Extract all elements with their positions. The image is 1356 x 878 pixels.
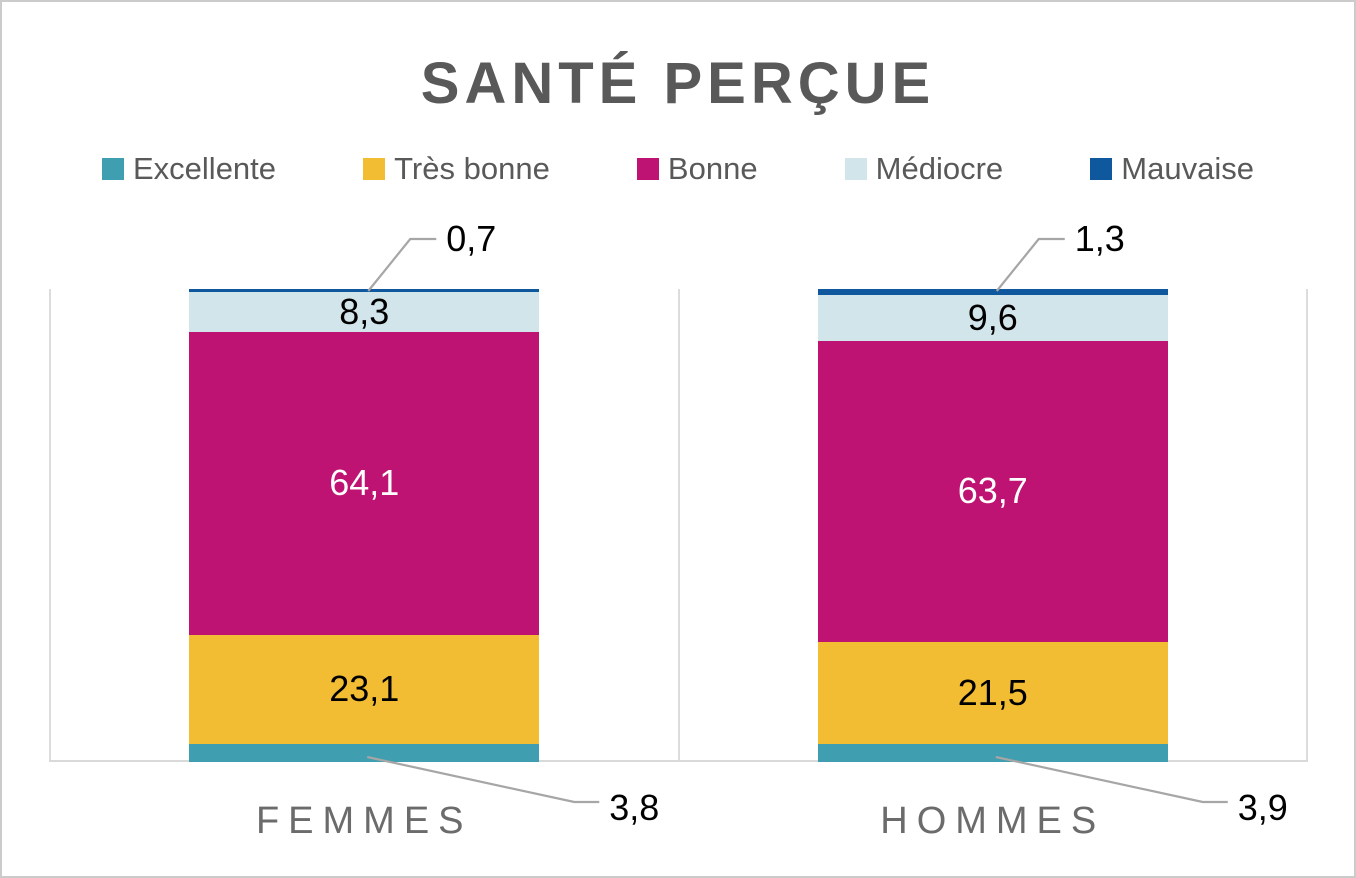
legend-item-mediocre: Médiocre — [844, 151, 1004, 187]
legend-label: Médiocre — [875, 151, 1004, 186]
legend-label: Mauvaise — [1121, 151, 1254, 186]
data-label-bonne-femmes: 64,1 — [329, 462, 400, 504]
bar-segment-mediocre-hommes: 9,6 — [817, 295, 1168, 341]
callout-label-excellente-hommes: 3,9 — [1237, 787, 1288, 828]
gridline-left — [49, 289, 51, 762]
bar-segment-bonne-femmes: 64,1 — [189, 331, 540, 635]
callout-label-excellente-femmes: 3,8 — [609, 787, 660, 828]
legend: Excellente Très bonne Bonne Médiocre Mauvais… — [102, 146, 1254, 192]
data-label-mediocre-femmes: 8,3 — [339, 290, 390, 332]
plot-area: 23,1 64,1 8,3 21,5 63,7 9,6 — [49, 289, 1308, 762]
bar-segment-tres-bonne-femmes: 23,1 — [189, 634, 540, 745]
legend-swatch-icon — [102, 158, 124, 180]
bar-segment-excellente-hommes — [817, 743, 1168, 762]
leader-line-mauvaise-femmes — [367, 237, 437, 292]
chart-title: SANTÉ PERÇUE — [420, 51, 936, 116]
legend-swatch-icon — [636, 158, 659, 180]
category-label-hommes: HOMMES — [880, 800, 1106, 842]
bar-segment-tres-bonne-hommes: 21,5 — [817, 641, 1168, 744]
bar-segment-bonne-hommes: 63,7 — [817, 340, 1168, 642]
legend-item-mauvaise: Mauvaise — [1090, 151, 1254, 187]
legend-label: Bonne — [667, 151, 758, 186]
category-label-femmes: FEMMES — [255, 800, 473, 842]
data-label-tres-bonne-femmes: 23,1 — [329, 668, 400, 710]
gridline-middle — [677, 289, 680, 762]
callout-label-mauvaise-hommes: 1,3 — [1074, 218, 1125, 259]
gridline-right — [1306, 289, 1308, 762]
bar-hommes: 21,5 63,7 9,6 — [817, 289, 1168, 762]
data-label-tres-bonne-hommes: 21,5 — [957, 671, 1028, 713]
legend-label: Très bonne — [394, 151, 550, 186]
bar-segment-mediocre-femmes: 8,3 — [189, 290, 540, 332]
leader-line-mauvaise-hommes — [995, 237, 1065, 292]
x-axis-line — [49, 760, 1308, 762]
bar-segment-excellente-femmes — [189, 744, 540, 762]
legend-item-excellente: Excellente — [102, 151, 276, 187]
legend-item-tres-bonne: Très bonne — [363, 151, 550, 187]
bar-femmes: 23,1 64,1 8,3 — [189, 289, 540, 762]
leader-line-excellente-hommes — [995, 755, 1228, 804]
bar-segment-mauvaise-femmes — [189, 289, 540, 293]
legend-swatch-icon — [844, 158, 867, 180]
leader-line-excellente-femmes — [367, 755, 600, 804]
legend-item-bonne: Bonne — [636, 151, 758, 187]
bar-segment-mauvaise-hommes — [817, 289, 1168, 296]
legend-swatch-icon — [1090, 158, 1113, 180]
legend-swatch-icon — [363, 158, 386, 180]
data-label-mediocre-hommes: 9,6 — [967, 296, 1018, 338]
callout-label-mauvaise-femmes: 0,7 — [446, 218, 497, 259]
data-label-bonne-hommes: 63,7 — [957, 470, 1028, 512]
legend-label: Excellente — [133, 151, 277, 186]
